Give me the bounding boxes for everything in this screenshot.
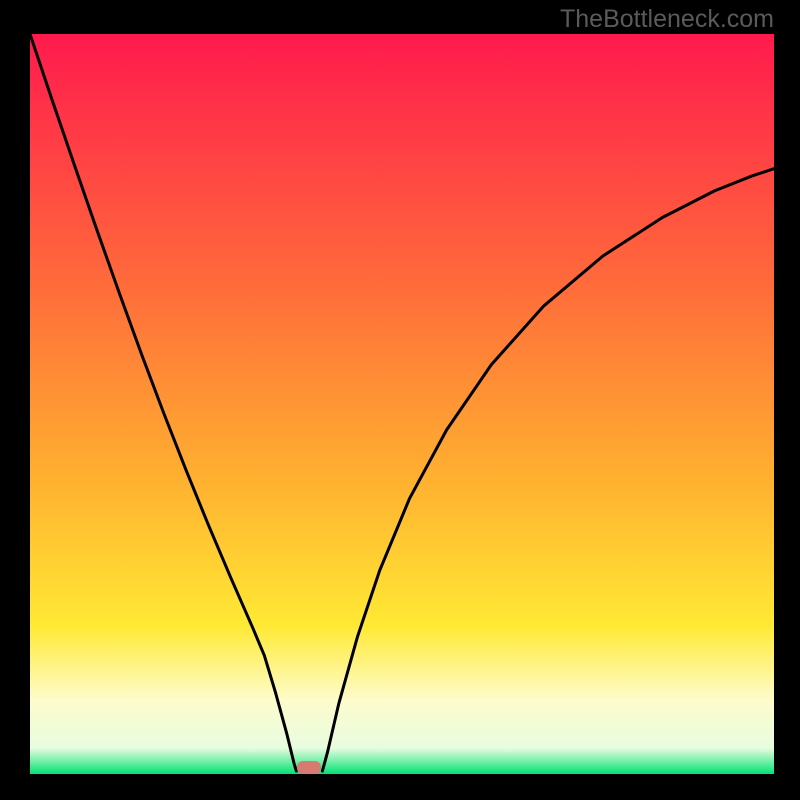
watermark-text: TheBottleneck.com <box>560 5 774 34</box>
optimal-marker <box>297 761 321 774</box>
curve-left-branch <box>30 34 296 771</box>
curve-right-branch <box>322 169 774 771</box>
chart-frame: TheBottleneck.com <box>0 0 800 800</box>
bottleneck-curve <box>30 34 774 774</box>
plot-area <box>30 34 774 774</box>
